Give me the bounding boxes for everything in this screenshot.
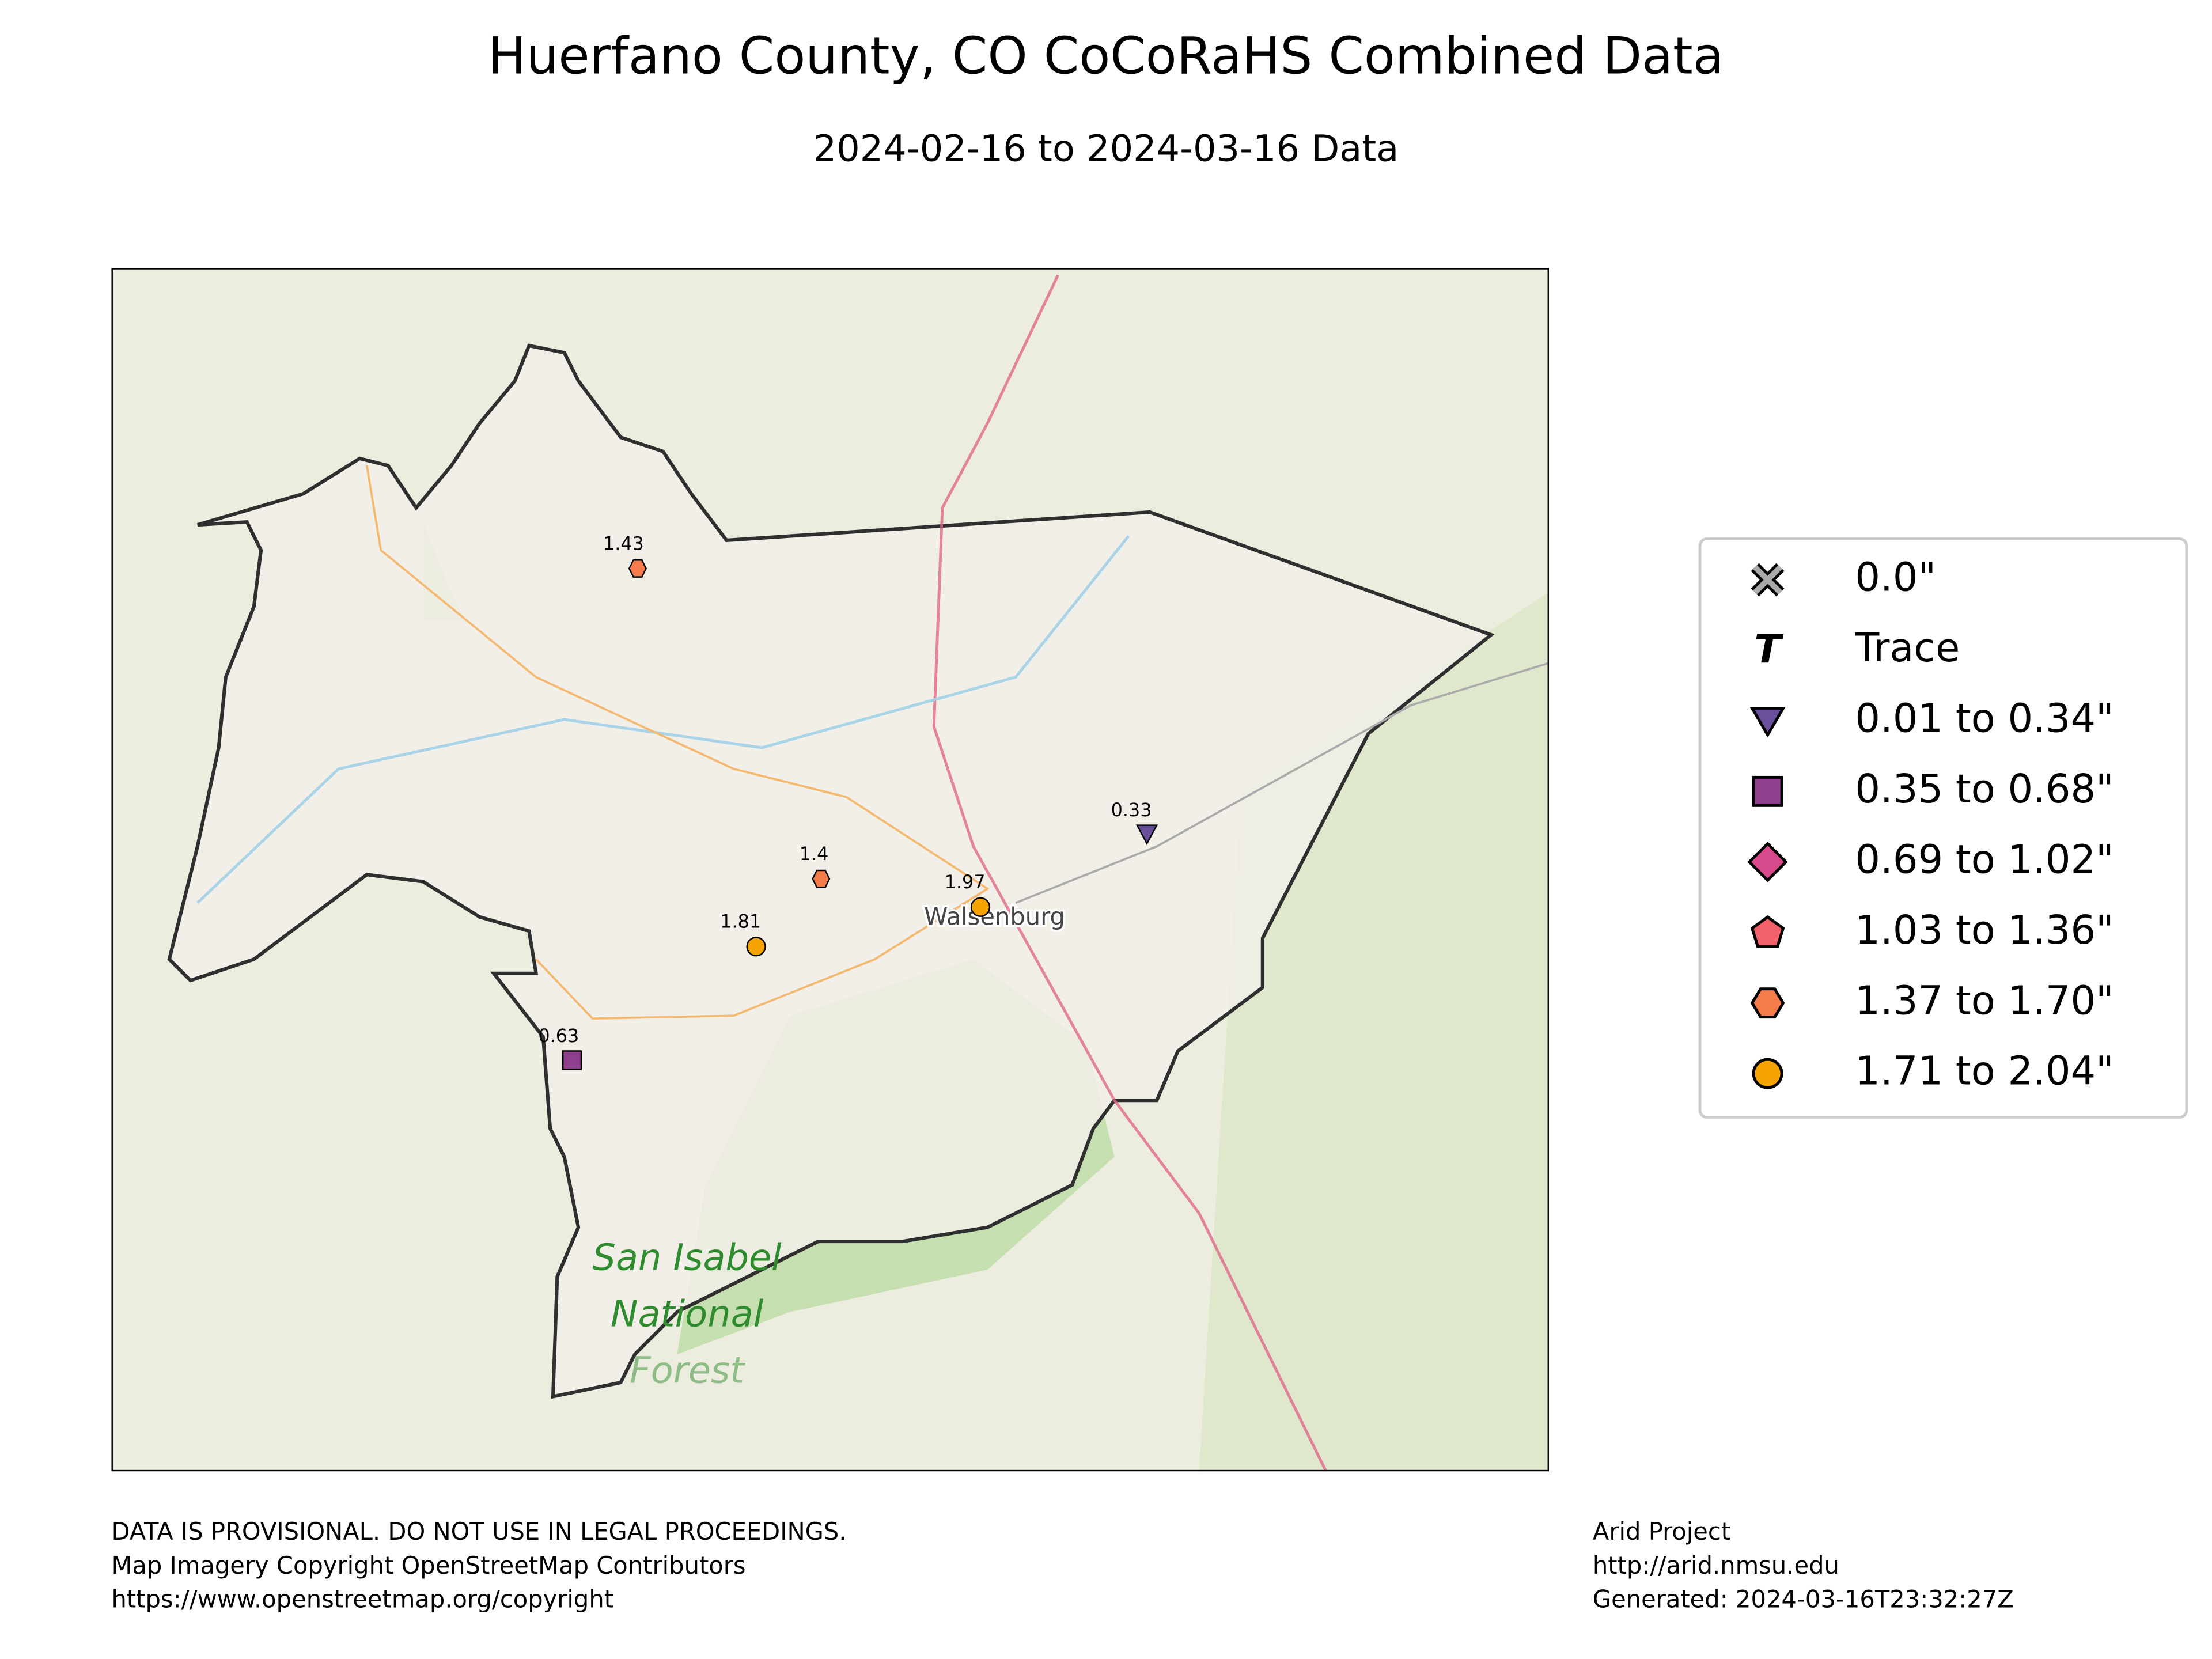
footer: DATA IS PROVISIONAL. DO NOT USE IN LEGAL…: [111, 1517, 2013, 1613]
legend-label: Trace: [1854, 625, 1960, 671]
legend: T 0.0" Trace 0.01 to 0.34" 0.35 to 0.68"…: [1698, 537, 2188, 1119]
station-label: 1.97: [945, 871, 986, 893]
place-label: San Isabel: [593, 1237, 782, 1279]
legend-symbol: [1750, 915, 1785, 948]
station-label: 0.33: [1111, 799, 1152, 821]
legend-label: 0.01 to 0.34": [1855, 695, 2113, 741]
station-marker: [1135, 824, 1158, 846]
footer-text: http://arid.nmsu.edu: [1593, 1551, 1839, 1580]
legend-label: 1.71 to 2.04": [1855, 1048, 2113, 1094]
legend-symbol: [1752, 775, 1783, 807]
station-marker: [812, 869, 831, 888]
station-label: 0.63: [538, 1025, 579, 1047]
footer-text: Generated: 2024-03-16T23:32:27Z: [1593, 1585, 2014, 1613]
legend-symbol: [1747, 842, 1788, 882]
footer-text: DATA IS PROVISIONAL. DO NOT USE IN LEGAL…: [111, 1517, 846, 1546]
legend-symbol: [1749, 706, 1786, 738]
river: [196, 535, 1130, 904]
place-label: National: [611, 1293, 764, 1335]
legend-symbol: [1752, 1058, 1783, 1089]
legend-symbol: [1750, 987, 1785, 1019]
road: [365, 465, 990, 1020]
place-label: Forest: [630, 1349, 745, 1392]
legend-symbol: T: [1754, 626, 1784, 672]
legend-label: 0.35 to 0.68": [1855, 766, 2113, 812]
highway: [932, 274, 1328, 1472]
footer-text: Arid Project: [1593, 1517, 1730, 1546]
legend-box: [1698, 537, 2188, 1119]
legend-label: 1.37 to 1.70": [1855, 978, 2113, 1024]
map: Walsenburg San Isabel National Forest 1.…: [111, 268, 1549, 1472]
county-boundary: [167, 343, 1495, 1399]
station-label: 1.4: [800, 843, 829, 865]
legend-label: 0.0": [1855, 555, 1936, 601]
legend-label: 1.03 to 1.36": [1855, 907, 2113, 953]
station-label: 1.81: [720, 911, 761, 933]
rail: [1015, 662, 1549, 904]
station-marker: [562, 1050, 582, 1070]
title: Huerfano County, CO CoCoRaHS Combined Da…: [488, 26, 1724, 85]
legend-label: 0.69 to 1.02": [1855, 836, 2113, 882]
footer-text: Map Imagery Copyright OpenStreetMap Cont…: [111, 1551, 745, 1580]
station-label: 1.43: [603, 532, 644, 554]
subtitle: 2024-02-16 to 2024-03-16 Data: [813, 128, 1399, 171]
station-marker: [628, 559, 647, 578]
legend-symbol: [1753, 565, 1783, 595]
place-label: Walsenburg: [924, 902, 1065, 930]
footer-text: https://www.openstreetmap.org/copyright: [111, 1585, 613, 1613]
station-marker: [746, 937, 766, 957]
station-marker: [970, 897, 991, 917]
